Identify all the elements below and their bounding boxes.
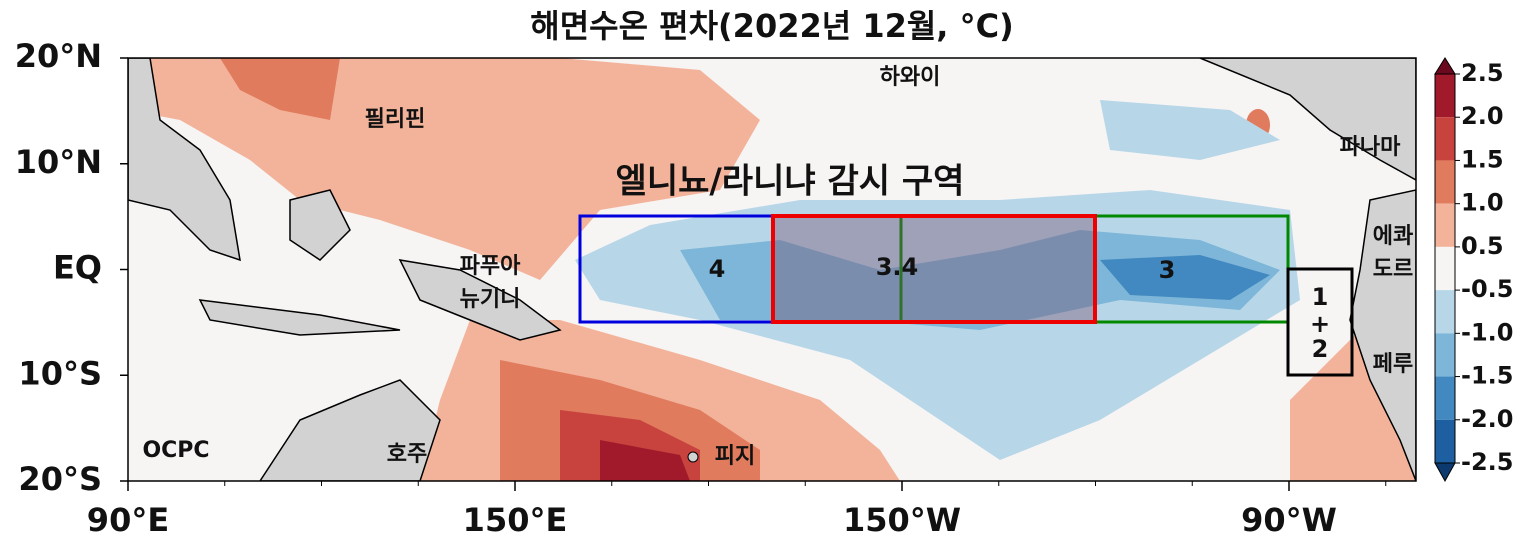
land — [398, 259, 562, 341]
colorbar-label: 2.0 — [1461, 102, 1504, 130]
annotation: 엘니뇨/라니냐 감시 구역 — [616, 162, 965, 202]
colorbar-extend — [1434, 462, 1456, 483]
cold-area — [680, 230, 1280, 330]
colorbar-bin — [1435, 160, 1455, 204]
land — [1349, 189, 1416, 481]
land — [1199, 58, 1416, 181]
nino12-box — [1286, 267, 1354, 377]
colorbar-bin — [1435, 117, 1455, 161]
nino34-box — [771, 214, 1097, 324]
colorbar-bin — [1435, 203, 1455, 247]
map — [128, 58, 1416, 481]
land — [289, 189, 351, 261]
colorbar-label: 0.5 — [1461, 232, 1504, 260]
place-label: 뉴기니 — [460, 287, 521, 312]
colorbar-label: 1.0 — [1461, 189, 1504, 217]
place-label: 에콰 — [1373, 224, 1413, 249]
region-label: 3 — [1159, 256, 1176, 284]
region-label: 4 — [709, 255, 726, 283]
colorbar-bin — [1435, 419, 1455, 463]
colorbar-bin — [1435, 376, 1455, 420]
colorbar-label: -1.0 — [1461, 318, 1513, 346]
place-label: 필리핀 — [365, 107, 426, 132]
place-label: 피지 — [715, 444, 755, 469]
island — [687, 451, 699, 463]
lat-label: 20°S — [18, 460, 102, 498]
place-label: 파푸아 — [460, 254, 521, 279]
colorbar-bin — [1435, 290, 1455, 334]
land — [198, 299, 401, 336]
colorbar-label: 1.5 — [1461, 145, 1504, 173]
warm-area — [600, 440, 690, 481]
land — [259, 379, 441, 481]
title: 해면수온 편차(2022년 12월, °C) — [530, 7, 1013, 45]
credit: OCPC — [142, 438, 209, 463]
colorbar-label: -2.5 — [1461, 448, 1513, 476]
cold-area — [1100, 100, 1280, 160]
lat-label: 20°N — [15, 37, 102, 75]
place-label: 도르 — [1373, 257, 1413, 282]
place-label: 하와이 — [880, 65, 941, 90]
colorbar-label: -0.5 — [1461, 275, 1513, 303]
place-label: 페루 — [1373, 352, 1413, 377]
lat-label: 10°N — [15, 143, 102, 181]
lon-label: 150°E — [463, 501, 568, 539]
colorbar-bin — [1435, 333, 1455, 377]
colorbar-extend — [1434, 57, 1456, 75]
place-label: 호주 — [387, 442, 427, 467]
warm-area — [128, 58, 760, 280]
colorbar-label: -2.0 — [1461, 405, 1513, 433]
colorbar-label: -1.5 — [1461, 362, 1513, 390]
lon-label: 150°W — [843, 501, 961, 539]
lat-label: EQ — [53, 249, 102, 287]
region-label: 2 — [1312, 335, 1329, 363]
lon-label: 90°E — [87, 501, 169, 539]
colorbar-label: 2.5 — [1461, 59, 1504, 87]
warm-area — [220, 58, 340, 120]
colorbar-frame — [1434, 73, 1456, 464]
region-label: 3.4 — [876, 253, 919, 281]
lon-label: 90°W — [1241, 501, 1337, 539]
colorbar-bin — [1435, 246, 1455, 291]
land — [128, 58, 241, 262]
place-label: 파나마 — [1340, 135, 1401, 160]
lat-label: 10°S — [18, 354, 102, 392]
cold-area — [1100, 255, 1270, 300]
region-label: 1 — [1312, 283, 1329, 311]
region-label: + — [1310, 310, 1330, 338]
colorbar-bin — [1435, 74, 1455, 118]
